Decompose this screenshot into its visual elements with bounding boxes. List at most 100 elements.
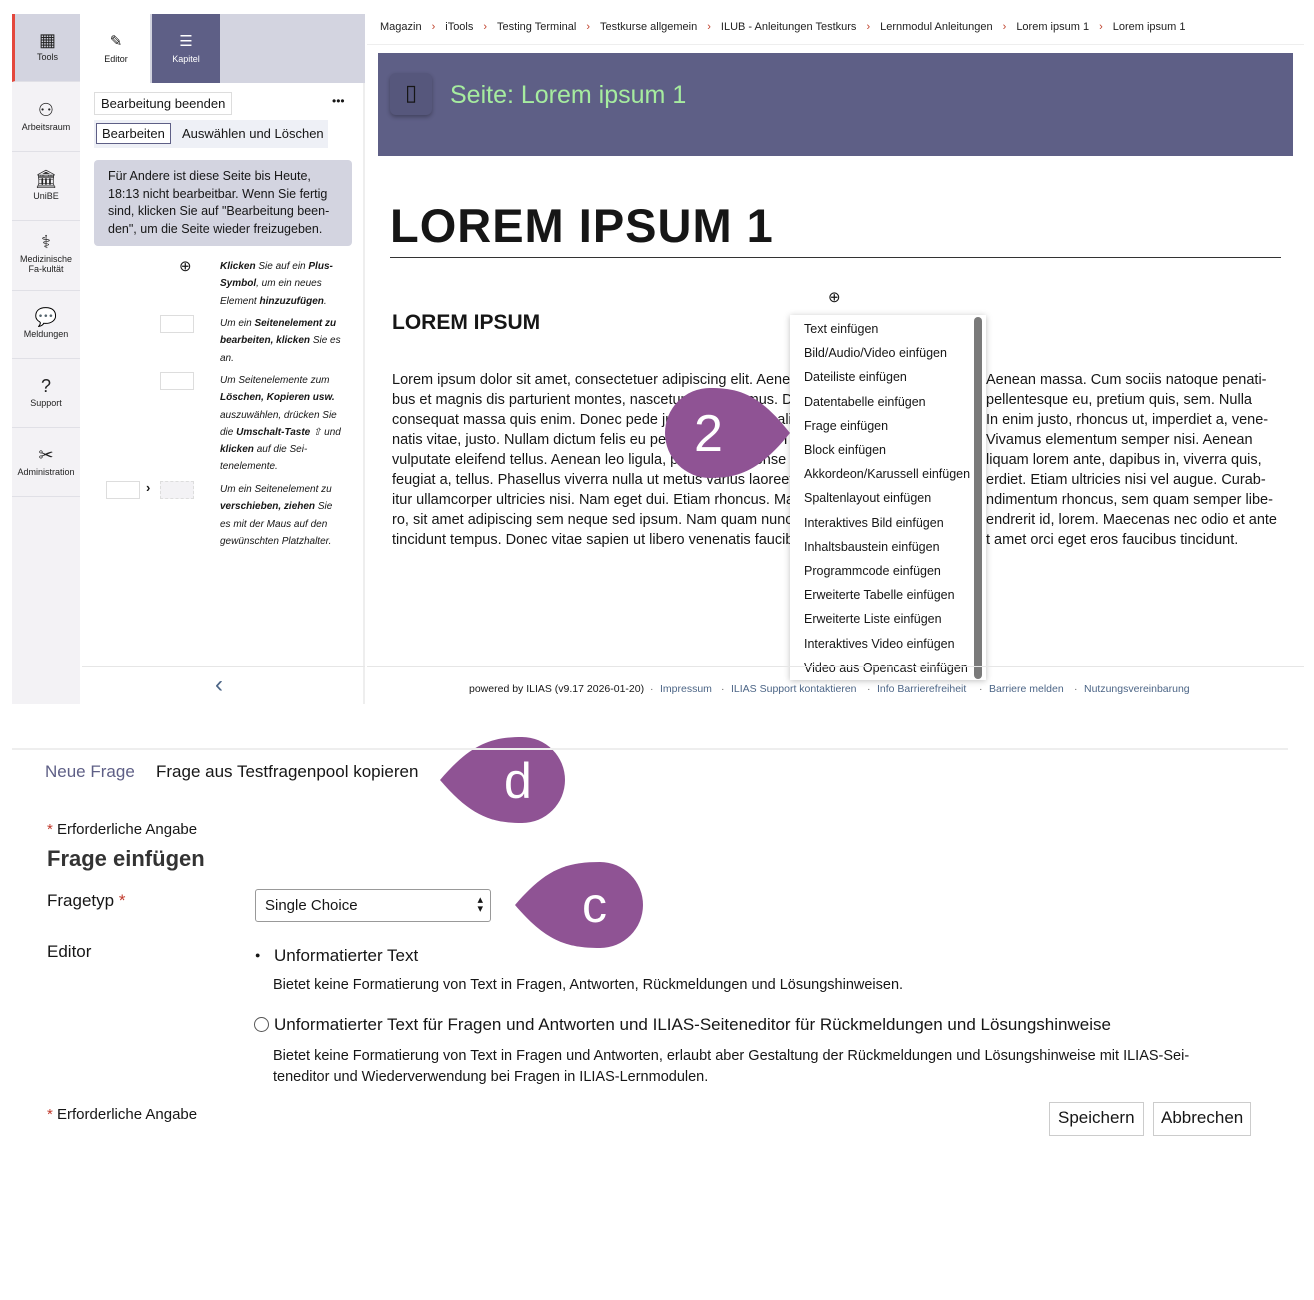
- paragraph-line: t amet orci eget eros faucibus tincidunt…: [986, 532, 1239, 548]
- finish-editing-button[interactable]: Bearbeitung beenden: [94, 92, 233, 115]
- callout-2-label: 2: [694, 405, 723, 463]
- footer-link[interactable]: Info Barrierefreiheit: [877, 683, 967, 695]
- menu-item[interactable]: Erweiterte Tabelle einfügen: [804, 588, 955, 603]
- divider: [367, 44, 1304, 45]
- breadcrumb-item[interactable]: Lernmodul Anleitungen: [880, 21, 993, 33]
- content-heading: LOREM IPSUM 1: [390, 199, 774, 252]
- menu-item[interactable]: Block einfügen: [804, 443, 887, 457]
- menu-item[interactable]: Spaltenlayout einfügen: [804, 491, 932, 506]
- main-sidebar: ▦ Tools ⚇ Arbeitsraum 🏛 UniBE ⚕ Medizinische…: [12, 14, 80, 704]
- menu-item[interactable]: Akkordeon/Karussell einfügen: [804, 467, 971, 482]
- paragraph-line: erdiet. Etiam ultricies nisi vel augue. …: [986, 472, 1266, 488]
- paragraph-line: In enim justo, rhoncus ut, imperdiet a, …: [986, 412, 1269, 428]
- breadcrumb-item[interactable]: Testkurse allgemein: [600, 21, 698, 33]
- radio-unformatted-desc: Bietet keine Formatierung von Text in Fr…: [273, 977, 904, 993]
- callout-c-label: c: [582, 877, 607, 933]
- chat-icon: 💬: [34, 307, 58, 327]
- powered-by: powered by ILIAS (v9.17 2026-01-20): [469, 683, 645, 695]
- section-heading: LOREM IPSUM: [392, 311, 541, 334]
- save-button[interactable]: Speichern: [1049, 1102, 1144, 1136]
- paragraph-right: Aenean massa. Cum sociis natoque penati-…: [986, 370, 1286, 550]
- pencil-icon: ✎: [109, 33, 123, 50]
- page-header: ▯ Seite: Lorem ipsum 1: [378, 53, 1293, 156]
- add-element-icon[interactable]: ⊕: [828, 289, 841, 306]
- required-text: Erforderliche Angabe: [57, 1106, 198, 1123]
- grid-icon: ▦: [38, 30, 56, 50]
- chevron-right-icon: ›: [431, 21, 436, 33]
- sidebar-item-administration[interactable]: ✂ Administration: [12, 429, 80, 497]
- menu-scrollbar[interactable]: [974, 317, 982, 679]
- lock-info-message: Für Andere ist diese Seite bis Heute, 18…: [94, 160, 352, 246]
- more-icon[interactable]: •••: [332, 94, 345, 108]
- sidebar-item-arbeitsraum[interactable]: ⚇ Arbeitsraum: [12, 84, 80, 152]
- caduceus-icon: ⚕: [41, 232, 51, 252]
- radio-unformatted[interactable]: ●: [255, 950, 261, 960]
- tab-copy-from-pool[interactable]: Frage aus Testfragenpool kopieren: [156, 762, 419, 781]
- sidebar-item-medizin[interactable]: ⚕ Medizinische Fa-kultät: [12, 222, 80, 291]
- mode-select-button[interactable]: Auswählen und Löschen: [182, 126, 324, 141]
- breadcrumb-item[interactable]: Magazin: [380, 21, 422, 33]
- panel-tabs: ✎ Editor ☰ Kapitel: [82, 14, 365, 83]
- breadcrumb-item[interactable]: Testing Terminal: [497, 21, 577, 33]
- menu-item[interactable]: Dateiliste einfügen: [804, 370, 907, 385]
- page-footer: powered by ILIAS (v9.17 2026-01-20) · Impr…: [367, 666, 1304, 704]
- menu-item[interactable]: Text einfügen: [804, 322, 879, 336]
- required-text: Erforderliche Angabe: [57, 821, 198, 838]
- mode-edit-button[interactable]: Bearbeiten: [96, 123, 171, 144]
- menu-item[interactable]: Erweiterte Liste einfügen: [804, 612, 942, 627]
- sidebar-item-unibe[interactable]: 🏛 UniBE: [12, 153, 80, 221]
- form-title: Frage einfügen: [47, 846, 205, 871]
- menu-item[interactable]: Inhaltsbaustein einfügen: [804, 539, 940, 554]
- element-placeholder: [160, 315, 194, 333]
- callout-2: [665, 388, 790, 478]
- hint-move: Um ein Seitenelement zu verschieben, zie…: [220, 484, 333, 547]
- paragraph-line: Aenean massa. Cum sociis natoque penati-: [986, 372, 1267, 388]
- tab-kapitel[interactable]: ☰ Kapitel: [152, 14, 220, 83]
- chevron-right-icon: ›: [146, 480, 151, 495]
- hint-edit: Um ein Seitenelement zu bearbeiten, klic…: [220, 318, 341, 364]
- menu-item[interactable]: Bild/Audio/Video einfügen: [804, 346, 947, 361]
- fragetyp-select[interactable]: Single Choice ▴ ▾: [255, 889, 491, 922]
- menu-item[interactable]: Interaktives Bild einfügen: [804, 515, 944, 530]
- radio-unformatted-label[interactable]: Unformatierter Text: [274, 946, 419, 965]
- paragraph-line: itur ullamcorper ultricies nisi. Nam ege…: [392, 492, 790, 508]
- footer-link[interactable]: Barriere melden: [989, 683, 1064, 695]
- footer-link[interactable]: Nutzungsvereinbarung: [1084, 683, 1190, 695]
- chevron-right-icon: ›: [586, 21, 590, 33]
- footer-link[interactable]: Impressum: [660, 683, 712, 695]
- breadcrumb: Magazin › iTools › Testing Terminal › Testkurs…: [380, 21, 1186, 33]
- breadcrumb-item[interactable]: iTools: [445, 21, 474, 33]
- radio-pageeditor-desc: Bietet keine Formatierung von Text in Fr…: [273, 1048, 1190, 1085]
- dot-separator: ·: [1074, 683, 1078, 695]
- collapse-panel-icon[interactable]: ‹: [215, 671, 223, 698]
- paragraph-line: ndimentum rhoncus, sem quam semper libe-: [986, 492, 1273, 508]
- mode-switch: Bearbeiten Auswählen und Löschen: [94, 120, 328, 148]
- sidebar-item-support[interactable]: ? Support: [12, 360, 80, 428]
- sidebar-item-tools[interactable]: ▦ Tools: [12, 14, 80, 82]
- menu-item[interactable]: Video aus Opencast einfügen: [804, 660, 968, 675]
- list-icon: ☰: [179, 33, 193, 50]
- sidebar-item-meldungen[interactable]: 💬 Meldungen: [12, 291, 80, 359]
- menu-item[interactable]: Programmcode einfügen: [804, 564, 941, 578]
- menu-item[interactable]: Frage einfügen: [804, 418, 889, 433]
- tab-neue-frage[interactable]: Neue Frage: [45, 762, 135, 781]
- dot-separator: ·: [650, 683, 654, 695]
- radio-pageeditor-label[interactable]: Unformatierter Text für Fragen und Antwo…: [274, 1015, 1111, 1034]
- menu-item[interactable]: Datentabelle einfügen: [804, 394, 926, 409]
- breadcrumb-item[interactable]: Lorem ipsum 1: [1016, 21, 1090, 33]
- footer-link[interactable]: ILIAS Support kontaktieren: [731, 683, 857, 695]
- breadcrumb-item[interactable]: ILUB - Anleitungen Testkurs: [720, 21, 857, 33]
- menu-item[interactable]: Interaktives Video einfügen: [804, 636, 955, 651]
- panel-footer: ‹: [82, 666, 365, 704]
- building-icon: 🏛: [34, 169, 58, 189]
- tab-editor[interactable]: ✎ Editor: [82, 14, 150, 83]
- paragraph-line: endrerit id, lorem. Maecenas nec odio et…: [986, 512, 1277, 528]
- required-note: * Erforderliche Angabe: [47, 821, 198, 838]
- select-arrows-icon: ▴ ▾: [477, 894, 483, 915]
- chevron-right-icon: ›: [707, 21, 711, 33]
- callout-d-label: d: [504, 753, 532, 809]
- cancel-button[interactable]: Abbrechen: [1153, 1102, 1252, 1136]
- tools-icon: ✂: [38, 445, 54, 465]
- radio-pageeditor[interactable]: [254, 1017, 269, 1032]
- breadcrumb-item[interactable]: Lorem ipsum 1: [1112, 21, 1186, 33]
